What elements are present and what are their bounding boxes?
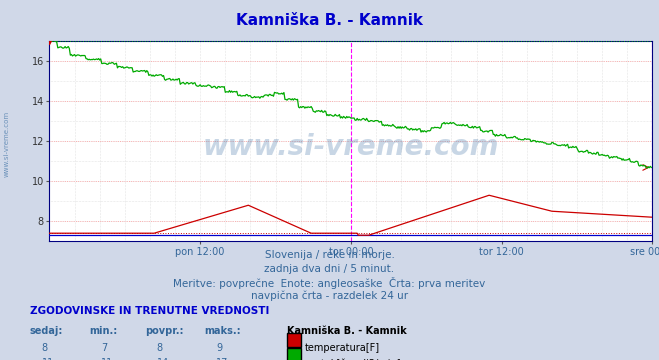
Text: 14: 14 xyxy=(157,358,169,360)
Text: sedaj:: sedaj: xyxy=(30,326,63,336)
Text: 9: 9 xyxy=(216,343,222,353)
Text: zadnja dva dni / 5 minut.: zadnja dva dni / 5 minut. xyxy=(264,264,395,274)
Text: temperatura[F]: temperatura[F] xyxy=(305,343,380,353)
Text: povpr.:: povpr.: xyxy=(145,326,183,336)
Text: navpična črta - razdelek 24 ur: navpična črta - razdelek 24 ur xyxy=(251,290,408,301)
Text: min.:: min.: xyxy=(89,326,117,336)
Text: Kamniška B. - Kamnik: Kamniška B. - Kamnik xyxy=(236,13,423,28)
Text: maks.:: maks.: xyxy=(204,326,241,336)
Text: www.si-vreme.com: www.si-vreme.com xyxy=(203,133,499,161)
Text: Meritve: povprečne  Enote: angleosaške  Črta: prva meritev: Meritve: povprečne Enote: angleosaške Čr… xyxy=(173,277,486,289)
Text: 7: 7 xyxy=(101,343,107,353)
Text: www.si-vreme.com: www.si-vreme.com xyxy=(3,111,10,177)
Text: 8: 8 xyxy=(157,343,163,353)
Text: 17: 17 xyxy=(216,358,229,360)
Text: pretok[čevelj3/min]: pretok[čevelj3/min] xyxy=(305,358,401,360)
Text: Slovenija / reke in morje.: Slovenija / reke in morje. xyxy=(264,250,395,260)
Text: Kamniška B. - Kamnik: Kamniška B. - Kamnik xyxy=(287,326,407,336)
Text: 11: 11 xyxy=(42,358,54,360)
Text: ZGODOVINSKE IN TRENUTNE VREDNOSTI: ZGODOVINSKE IN TRENUTNE VREDNOSTI xyxy=(30,306,269,316)
Text: 8: 8 xyxy=(42,343,47,353)
Text: 11: 11 xyxy=(101,358,113,360)
